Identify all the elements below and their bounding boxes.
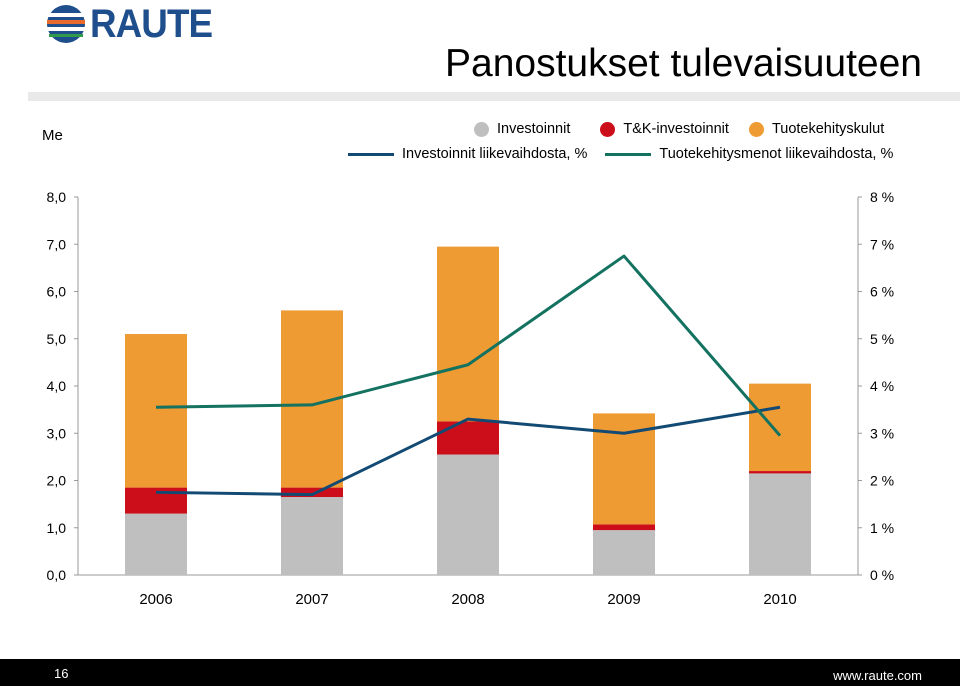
y-left-tick-label: 4,0: [47, 378, 67, 394]
bar-t-k-investoinnit-2007: [281, 487, 343, 498]
legend-swatch-orange-icon: [748, 121, 764, 137]
raute-logo: RAUTE: [46, 2, 246, 46]
legend-item-tk-investoinnit: T&K-investoinnit: [600, 121, 729, 137]
y-left-tick-label: 8,0: [47, 189, 67, 205]
legend-item-tuotekehitys-pct: Tuotekehitysmenot liikevaihdosta, %: [605, 146, 893, 162]
page-title: Panostukset tulevaisuuteen: [445, 42, 922, 85]
y-right-tick-label: 6 %: [870, 284, 894, 300]
bar-t-k-investoinnit-2009: [593, 524, 655, 531]
y-left-tick-label: 2,0: [47, 473, 67, 489]
y-left-tick-label: 6,0: [47, 284, 67, 300]
bar-investoinnit-2007: [281, 497, 343, 575]
logo-mark-icon: [47, 5, 85, 43]
footer-bar: [0, 659, 960, 686]
bar-investoinnit-2008: [437, 454, 499, 575]
bar-investoinnit-2010: [749, 473, 811, 575]
x-tick-label-2010: 2010: [763, 591, 796, 608]
y-left-tick-label: 5,0: [47, 331, 67, 347]
page-number: 16: [54, 666, 69, 681]
y-right-tick-label: 3 %: [870, 425, 894, 441]
bar-investoinnit-2006: [125, 513, 187, 575]
line-investoinnit-liikevaihdosta-: [155, 405, 781, 497]
title-divider: [28, 92, 960, 101]
legend-label: Investoinnit: [497, 121, 571, 137]
bar-tuotekehityskulut-2006: [125, 334, 187, 488]
y-left-tick-label: 3,0: [47, 425, 67, 441]
bar-investoinnit-2009: [593, 530, 655, 575]
y-right-tick-label: 1 %: [870, 520, 894, 536]
y-right-tick-label: 2 %: [870, 473, 894, 489]
legend-item-tuotekehityskulut: Tuotekehityskulut: [748, 121, 885, 137]
x-tick-label-2009: 2009: [607, 591, 640, 608]
x-tick-label-2007: 2007: [295, 591, 328, 608]
legend-label: Tuotekehitysmenot liikevaihdosta, %: [659, 146, 894, 162]
bar-t-k-investoinnit-2008: [437, 421, 499, 455]
legend-label: T&K-investoinnit: [623, 121, 729, 137]
x-tick-label-2008: 2008: [451, 591, 484, 608]
legend-item-investoinnit: Investoinnit: [474, 121, 570, 137]
y-right-tick-label: 8 %: [870, 189, 894, 205]
legend-line-teal-icon: [605, 152, 652, 156]
bar-t-k-investoinnit-2010: [749, 471, 811, 474]
legend-line-navy-icon: [348, 152, 394, 156]
chart-area: 0,0 1,0 2,0 3,0 4,0 5,0 6,0 7,0 8,0 0 % 1 % 2 % 3 % 4…: [47, 189, 895, 608]
legend-swatch-red-icon: [600, 121, 616, 137]
legend-label: Tuotekehityskulut: [771, 121, 885, 137]
bar-tuotekehityskulut-2008: [437, 246, 499, 422]
left-axis-unit-label: Me: [42, 127, 63, 144]
logo-text: RAUTE: [90, 2, 213, 46]
y-right-tick-label: 5 %: [870, 331, 894, 347]
legend-label: Investoinnit liikevaihdosta, %: [402, 146, 588, 162]
y-left-tick-label: 1,0: [47, 520, 67, 536]
y-right-tick-label: 7 %: [870, 236, 894, 252]
y-left-tick-label: 0,0: [47, 567, 67, 583]
line-tuotekehitysmenot-liikevaihdosta-: [155, 254, 782, 437]
bar-tuotekehityskulut-2010: [749, 383, 811, 472]
legend-row-lines: Investoinnit liikevaihdosta, % Tuotekehi…: [348, 146, 893, 162]
legend-row-bars: Investoinnit T&K-investoinnit Tuotekehit…: [474, 121, 884, 137]
website-link[interactable]: www.raute.com: [833, 668, 922, 683]
y-right-tick-label: 4 %: [870, 378, 894, 394]
x-tick-label-2006: 2006: [139, 591, 172, 608]
y-right-tick-label: 0 %: [870, 567, 894, 583]
y-left-tick-label: 7,0: [47, 236, 67, 252]
legend-item-investoinnit-pct: Investoinnit liikevaihdosta, %: [348, 146, 587, 162]
legend-swatch-grey-icon: [474, 121, 489, 137]
